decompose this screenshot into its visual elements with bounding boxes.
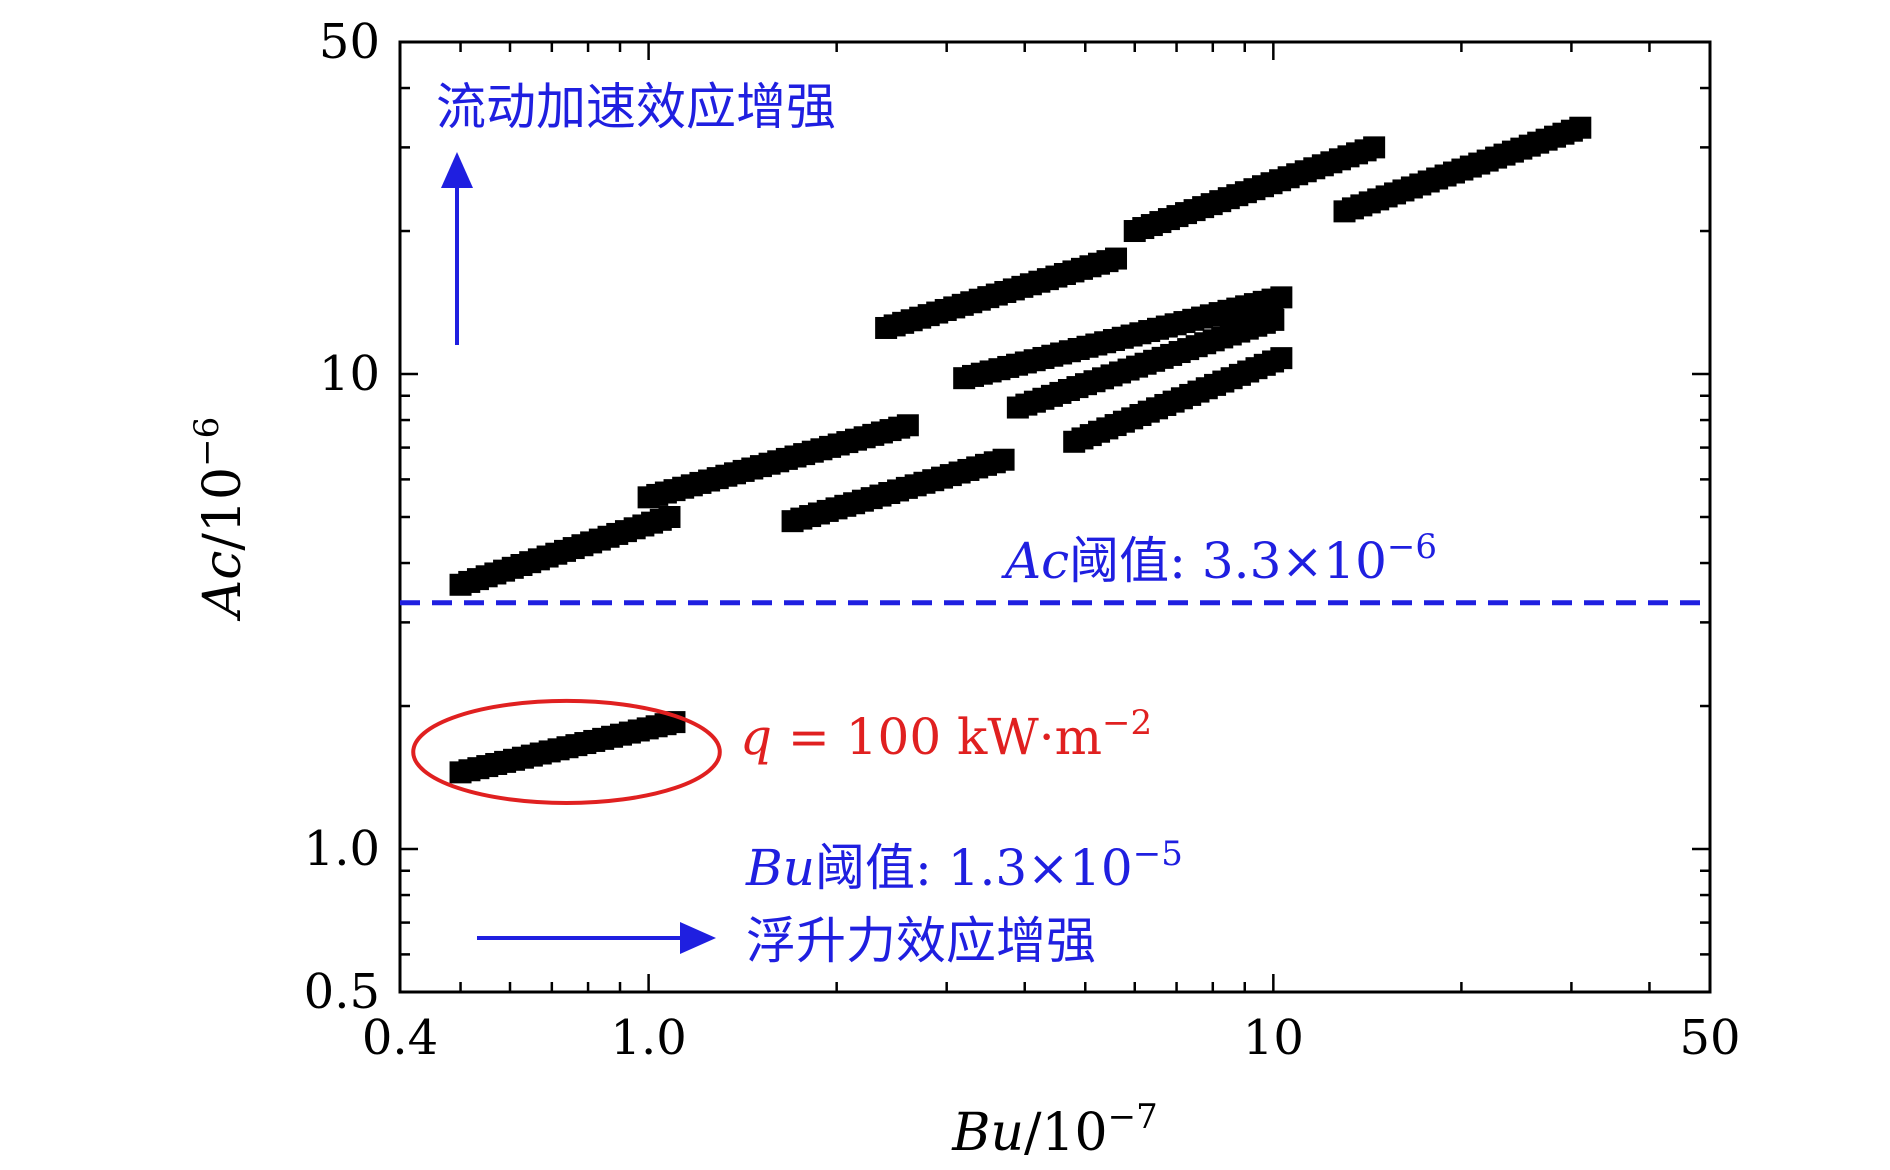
x-tick-label: 1.0 bbox=[610, 1010, 686, 1066]
data-band bbox=[953, 286, 1293, 390]
data-band bbox=[1006, 308, 1285, 419]
data-point bbox=[1569, 116, 1592, 139]
data-point bbox=[1105, 247, 1128, 270]
y-axis-label: Ac/10−6 bbox=[187, 417, 253, 622]
ac-threshold-label: Ac阈值: 3.3×10−6 bbox=[1001, 527, 1437, 590]
data-point bbox=[1270, 347, 1293, 370]
data-band bbox=[1333, 116, 1592, 223]
plot-area bbox=[398, 40, 1712, 994]
data-point bbox=[1363, 136, 1386, 159]
data-bands bbox=[449, 116, 1592, 784]
y-tick-label: 1.0 bbox=[304, 821, 380, 877]
x-tick-label: 0.4 bbox=[362, 1010, 438, 1066]
data-point bbox=[658, 506, 681, 528]
x-tick-label: 10 bbox=[1243, 1010, 1304, 1066]
arrows bbox=[441, 152, 716, 954]
y-tick-label: 10 bbox=[319, 346, 380, 402]
data-band bbox=[781, 448, 1015, 533]
bu-threshold-label: Bu阈值: 1.3×10−5 bbox=[745, 834, 1183, 897]
data-band bbox=[449, 506, 681, 596]
x-tick-label: 50 bbox=[1679, 1010, 1740, 1066]
data-band bbox=[875, 247, 1128, 339]
data-band bbox=[637, 414, 919, 509]
highlight-label: q = 100 kW·m−2 bbox=[740, 703, 1152, 766]
y-tick-label: 0.5 bbox=[304, 964, 380, 1020]
y-tick-label: 50 bbox=[319, 14, 380, 70]
axis-ticks: 0.4 1.0 10 50 0.5 1.0 10 50 bbox=[304, 14, 1741, 1066]
data-point bbox=[896, 414, 919, 437]
data-band bbox=[1123, 136, 1386, 243]
highlight-ellipse bbox=[411, 698, 722, 805]
data-band bbox=[449, 711, 686, 784]
data-point bbox=[1270, 286, 1293, 309]
arrow-up-label: 流动加速效应增强 bbox=[436, 78, 836, 136]
x-axis-label: Bu/10−7 bbox=[951, 1097, 1158, 1163]
arrow-right-label: 浮升力效应增强 bbox=[746, 912, 1096, 970]
data-point bbox=[1262, 308, 1285, 331]
data-point bbox=[992, 448, 1015, 471]
data-band bbox=[1063, 347, 1293, 453]
